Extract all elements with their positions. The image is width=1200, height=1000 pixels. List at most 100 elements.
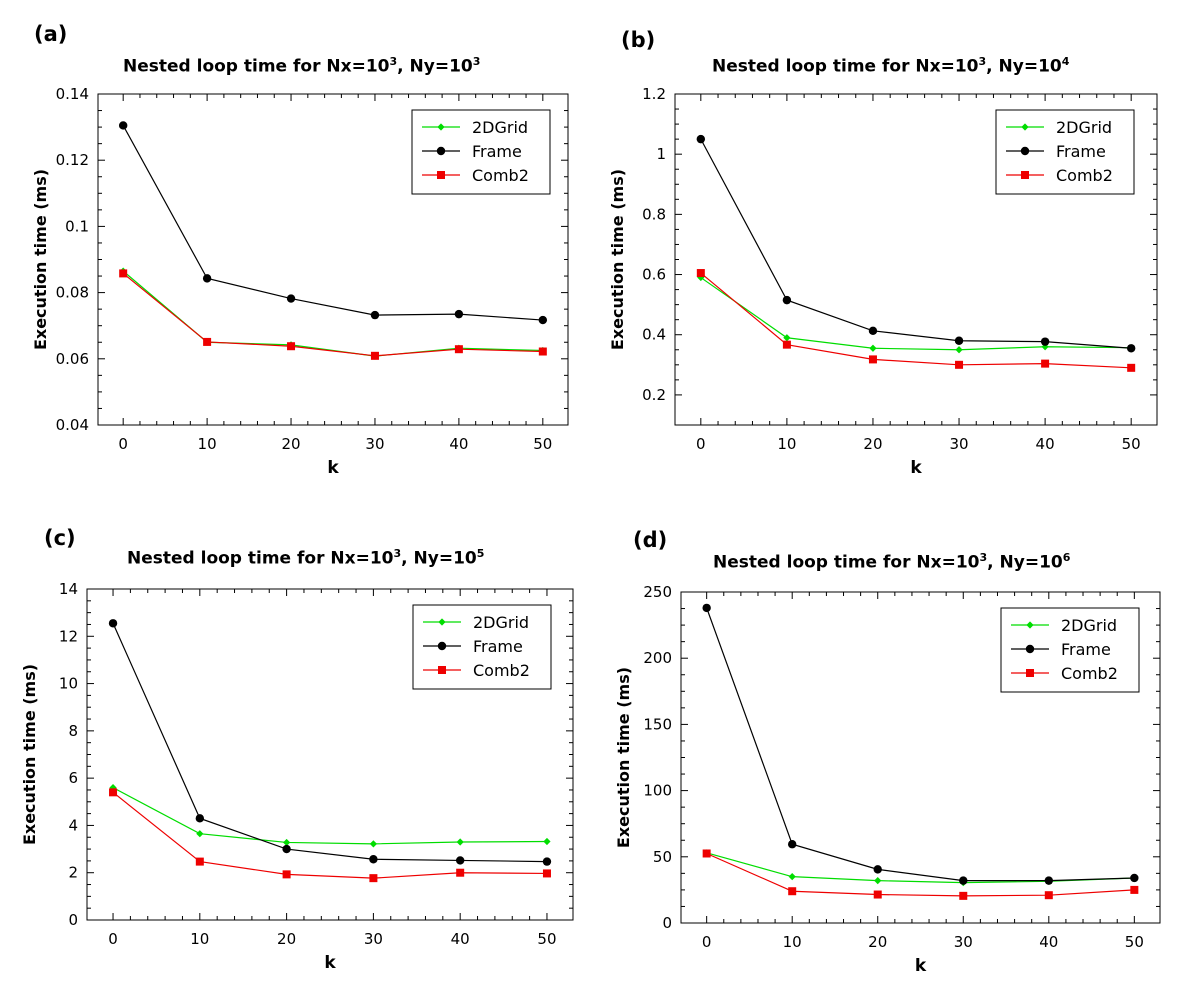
panel-label: (b) xyxy=(621,28,656,52)
data-point-frame xyxy=(696,134,706,144)
plot-area: 0 2 4 6 8 10 12 14 0 10 20 30 40 50 k Execution time (m… xyxy=(20,580,574,973)
x-tick-label: 0 xyxy=(108,930,118,948)
data-point-2dgrid xyxy=(196,830,204,838)
legend-label: Frame xyxy=(473,637,523,656)
x-tick-label: 40 xyxy=(451,930,470,948)
series-line-frame xyxy=(122,125,543,321)
plot-area: 0.2 0.4 0.6 0.8 1 1.2 0 10 20 30 40 50 k Execution ti… xyxy=(608,85,1158,478)
chart-title-prefix: Nested loop time for Nx=10 xyxy=(127,548,394,569)
data-point-comb2 xyxy=(454,345,463,354)
data-point-comb2 xyxy=(370,351,379,360)
x-tick-label: 10 xyxy=(777,435,796,453)
legend-marker xyxy=(438,618,446,626)
x-tick-label: 30 xyxy=(949,435,968,453)
data-point-frame xyxy=(118,121,128,130)
legend-marker xyxy=(1026,669,1034,677)
series-line-comb2 xyxy=(706,852,1135,897)
x-tick-label: 50 xyxy=(533,435,552,453)
chart-title-exp1: 3 xyxy=(393,547,402,560)
y-axis-label: Execution time (ms) xyxy=(31,169,50,350)
legend-marker xyxy=(1025,644,1035,654)
data-point-comb2 xyxy=(195,857,204,866)
x-tick-label: 40 xyxy=(1036,435,1055,453)
y-tick-label: 0.2 xyxy=(642,386,666,404)
data-point-frame xyxy=(108,619,118,628)
data-point-frame xyxy=(195,814,205,823)
data-point-2dgrid xyxy=(869,344,877,352)
data-point-comb2 xyxy=(282,870,291,879)
series-line-2dgrid xyxy=(700,277,1132,351)
y-tick-label: 1 xyxy=(656,145,666,163)
y-tick-label: 1.2 xyxy=(642,85,666,103)
data-point-comb2 xyxy=(868,355,877,364)
legend-label: 2DGrid xyxy=(473,613,529,632)
data-point-comb2 xyxy=(369,874,378,883)
data-point-frame xyxy=(369,855,378,864)
legend-marker xyxy=(437,123,445,131)
x-tick-label: 40 xyxy=(1039,933,1058,951)
data-point-frame xyxy=(873,865,882,874)
data-point-comb2 xyxy=(542,869,551,878)
x-tick-label: 20 xyxy=(868,933,887,951)
legend-label: Frame xyxy=(1061,640,1111,659)
data-point-frame xyxy=(455,856,465,865)
legend-marker xyxy=(436,146,446,156)
x-tick-label: 10 xyxy=(198,435,217,453)
y-tick-label: 0.12 xyxy=(56,151,89,169)
data-point-frame xyxy=(286,294,296,303)
x-axis-label: k xyxy=(910,458,922,478)
y-tick-label: 200 xyxy=(643,649,672,667)
x-tick-label: 50 xyxy=(1122,435,1141,453)
data-point-2dgrid xyxy=(874,877,882,885)
y-axis-label: Execution time (ms) xyxy=(608,169,627,350)
data-point-frame xyxy=(954,336,964,345)
x-tick-label: 50 xyxy=(537,930,556,948)
data-point-comb2 xyxy=(1041,359,1050,368)
legend-marker xyxy=(437,171,445,179)
data-point-frame xyxy=(702,603,711,613)
x-tick-label: 30 xyxy=(364,930,383,948)
y-tick-label: 14 xyxy=(59,580,78,598)
data-point-frame xyxy=(1044,876,1054,885)
data-point-comb2 xyxy=(955,360,964,369)
data-point-comb2 xyxy=(702,849,711,858)
y-tick-label: 10 xyxy=(59,675,78,693)
data-point-frame xyxy=(868,326,878,336)
x-tick-label: 10 xyxy=(190,930,209,948)
data-point-comb2 xyxy=(788,887,797,896)
data-point-comb2 xyxy=(538,347,547,356)
y-tick-label: 0.8 xyxy=(642,205,666,223)
data-point-comb2 xyxy=(782,340,791,349)
legend-label: Frame xyxy=(1056,142,1106,161)
y-tick-label: 150 xyxy=(643,715,672,733)
panel-label: (d) xyxy=(633,528,668,552)
y-tick-label: 0.04 xyxy=(56,416,89,434)
x-tick-label: 30 xyxy=(954,933,973,951)
y-tick-label: 250 xyxy=(643,583,672,601)
legend-label: 2DGrid xyxy=(472,118,528,137)
chart-panel-b: (b) Nested loop time for Nx=103, Ny=104 … xyxy=(608,28,1158,478)
data-point-comb2 xyxy=(119,269,128,278)
y-tick-label: 0.1 xyxy=(65,217,89,235)
y-tick-label: 0.08 xyxy=(56,284,89,302)
data-point-2dgrid xyxy=(369,840,377,848)
chart-panel-a: (a) Nested loop time for Nx=103, Ny=103 … xyxy=(0,0,600,500)
x-tick-label: 20 xyxy=(863,435,882,453)
panel-label: (a) xyxy=(34,22,68,46)
data-point-2dgrid xyxy=(456,838,464,846)
data-point-comb2 xyxy=(1044,891,1053,900)
data-point-comb2 xyxy=(873,890,882,899)
legend-label: 2DGrid xyxy=(1061,616,1117,635)
legend-box xyxy=(412,604,552,690)
series-line-comb2 xyxy=(112,791,547,879)
legend-marker xyxy=(1026,621,1034,629)
x-axis-label: k xyxy=(327,458,339,478)
x-tick-label: 30 xyxy=(365,435,384,453)
y-tick-label: 4 xyxy=(68,816,78,834)
series-line-comb2 xyxy=(122,272,543,357)
data-point-2dgrid xyxy=(1041,343,1049,351)
data-point-frame xyxy=(959,876,968,885)
data-point-2dgrid xyxy=(109,784,117,792)
data-point-2dgrid xyxy=(543,837,551,846)
